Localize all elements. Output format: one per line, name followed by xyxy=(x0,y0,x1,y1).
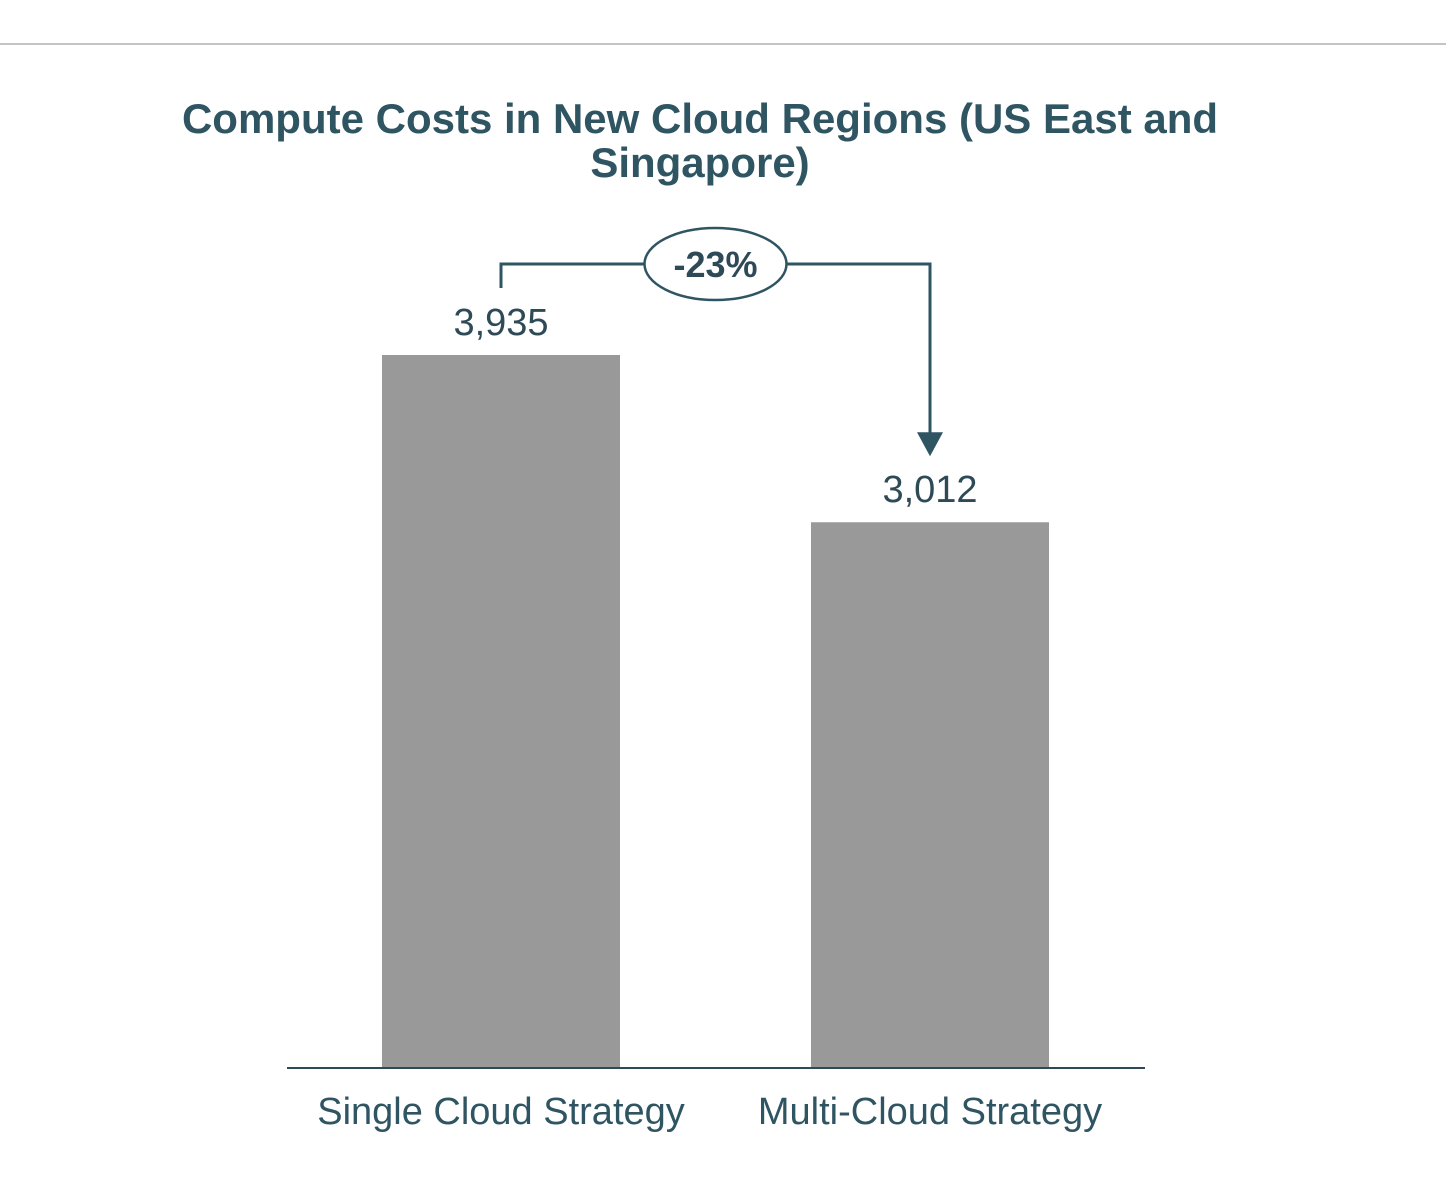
category-label-1: Multi-Cloud Strategy xyxy=(758,1091,1102,1133)
change-badge xyxy=(643,226,788,302)
value-label-1: 3,012 xyxy=(882,469,977,511)
category-label-0: Single Cloud Strategy xyxy=(317,1091,685,1133)
chart-title: Compute Costs in New Cloud Regions (US E… xyxy=(181,95,1219,186)
change-arrowhead xyxy=(917,432,943,457)
value-label-0: 3,935 xyxy=(453,302,548,344)
bar-0 xyxy=(382,355,620,1068)
top-divider xyxy=(0,43,1446,45)
change-percentage-label: -23% xyxy=(673,244,757,285)
bar-1 xyxy=(811,522,1049,1068)
